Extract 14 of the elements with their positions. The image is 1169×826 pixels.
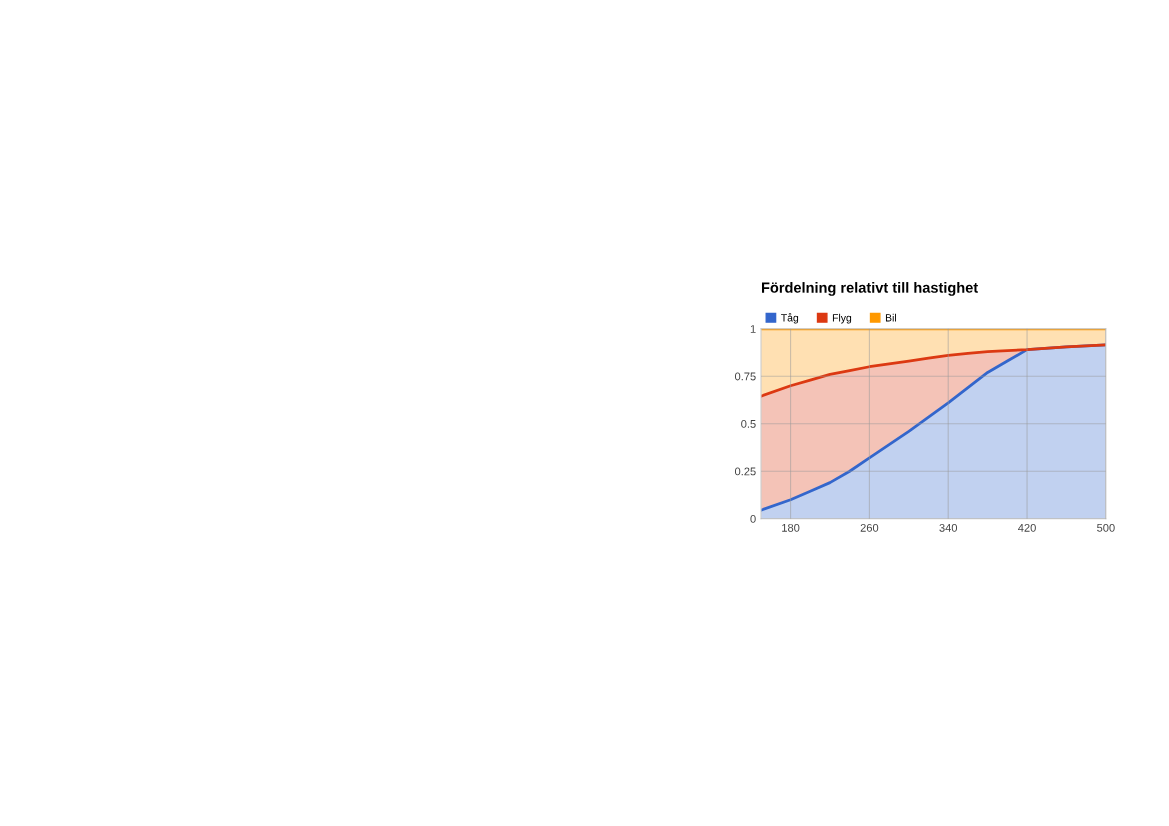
legend-label: Tåg — [781, 312, 799, 324]
x-tick-label: 260 — [860, 523, 879, 532]
y-tick-label: 0.5 — [741, 420, 756, 428]
y-tick-label: 1 — [750, 325, 756, 333]
chart-title: Fördelning relativt till hastighet — [761, 282, 978, 296]
y-tick-label: 0.75 — [734, 372, 756, 381]
y-tick-label: 0 — [750, 515, 756, 523]
x-tick-label: 180 — [782, 523, 800, 532]
legend-label: Flyg — [832, 313, 852, 324]
y-tick-label: 0.25 — [734, 467, 756, 476]
x-tick-label: 500 — [1097, 523, 1115, 532]
x-tick-label: 420 — [1018, 523, 1036, 532]
legend-label: Bil — [885, 313, 896, 322]
x-tick-label: 340 — [939, 523, 958, 532]
